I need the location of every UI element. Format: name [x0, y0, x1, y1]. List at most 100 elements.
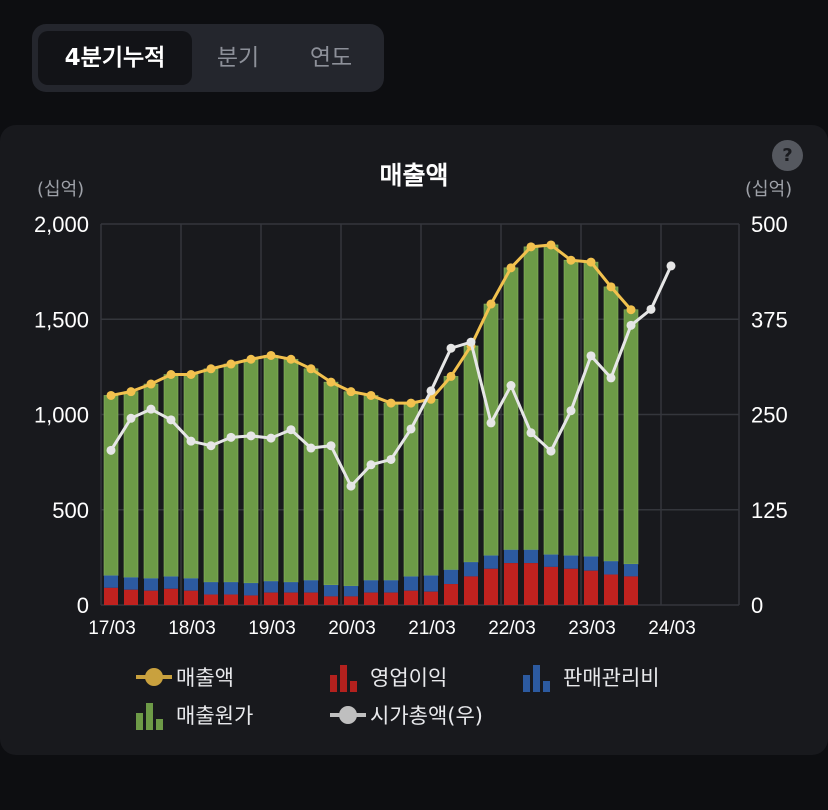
bar-cogs — [263, 355, 279, 582]
bar-chart-icon — [330, 661, 366, 693]
legend-label: 판매관리비 — [563, 666, 660, 690]
bar-cogs — [303, 368, 319, 581]
bar-operating-profit — [604, 574, 618, 605]
market-cap-point — [426, 386, 436, 396]
chart-title: 매출액 — [379, 161, 449, 190]
bar-operating-profit — [124, 589, 138, 605]
revenue-point — [286, 354, 296, 364]
revenue-point — [506, 263, 516, 273]
bar-sga — [284, 582, 298, 593]
bar-sga — [104, 575, 118, 588]
bar-operating-profit — [544, 566, 558, 605]
tab-quarter[interactable]: 분기 — [216, 45, 260, 71]
market-cap-point — [486, 418, 496, 428]
market-cap-point — [366, 460, 376, 470]
bar-operating-profit — [444, 584, 458, 605]
market-cap-point — [106, 445, 116, 455]
tab-4q-cumulative[interactable]: 4분기누적 — [38, 31, 192, 85]
market-cap-point — [346, 481, 356, 491]
market-cap-point — [666, 261, 676, 271]
bar-operating-profit — [624, 576, 638, 605]
bar-chart-icon — [136, 699, 172, 731]
market-cap-point — [406, 424, 416, 434]
x-tick-label: 18/03 — [168, 618, 216, 639]
legend-cogs[interactable]: 매출원가 — [136, 699, 253, 731]
bar-operating-profit — [564, 568, 578, 605]
bar-operating-profit — [304, 592, 318, 605]
bar-sga — [164, 576, 178, 589]
bar-chart-icon — [523, 661, 559, 693]
bar-operating-profit — [504, 563, 518, 605]
y-tick-left: 500 — [52, 498, 89, 523]
revenue-point — [406, 398, 416, 408]
bar-sga — [264, 581, 278, 593]
y-tick-left: 2,000 — [34, 212, 89, 237]
revenue-point — [246, 354, 256, 364]
market-cap-point — [226, 432, 236, 442]
bar-sga — [384, 580, 398, 593]
x-tick-label: 20/03 — [328, 618, 376, 639]
bar-sga — [604, 561, 618, 575]
bar-sga — [204, 582, 218, 595]
bar-sga — [484, 555, 498, 569]
legend-operating-profit[interactable]: 영업이익 — [330, 661, 447, 693]
line-dot-icon — [330, 699, 366, 731]
bar-sga — [424, 575, 438, 592]
y-tick-right: 375 — [751, 307, 788, 332]
bar-operating-profit — [284, 592, 298, 605]
bar-sga — [184, 578, 198, 591]
x-tick-label: 17/03 — [88, 618, 136, 639]
y-tick-left: 1,000 — [34, 403, 89, 428]
market-cap-point — [146, 404, 156, 414]
market-cap-point — [546, 446, 556, 456]
bar-operating-profit — [224, 594, 238, 605]
tab-year[interactable]: 연도 — [309, 45, 353, 71]
market-cap-point — [466, 337, 476, 347]
market-cap-point — [586, 351, 596, 361]
legend-label: 시가총액(우) — [370, 704, 483, 728]
right-axis-unit: (십억) — [745, 179, 793, 200]
market-cap-point — [446, 343, 456, 353]
bar-cogs — [483, 303, 499, 556]
legend-market-cap[interactable]: 시가총액(우) — [330, 699, 483, 731]
y-tick-left: 0 — [77, 593, 89, 618]
bar-operating-profit — [424, 591, 438, 605]
revenue-point — [386, 398, 396, 408]
bar-operating-profit — [344, 596, 358, 605]
bar-sga — [404, 576, 418, 591]
market-cap-point — [386, 454, 396, 464]
market-cap-point — [506, 381, 516, 391]
bar-sga — [524, 549, 538, 564]
bar-cogs — [203, 368, 219, 583]
revenue-point — [266, 350, 276, 360]
revenue-point — [586, 257, 596, 267]
bar-cogs — [323, 381, 339, 586]
y-tick-left: 1,500 — [34, 307, 89, 332]
x-tick-label: 23/03 — [568, 618, 616, 639]
bar-operating-profit — [324, 596, 338, 605]
x-tick-label: 24/03 — [648, 618, 696, 639]
bar-sga — [144, 578, 158, 591]
bar-sga — [564, 555, 578, 569]
revenue-point — [566, 255, 576, 265]
bar-operating-profit — [144, 590, 158, 605]
revenue-point — [486, 299, 496, 309]
market-cap-point — [126, 413, 136, 423]
legend-revenue[interactable]: 매출액 — [136, 661, 234, 693]
revenue-point — [146, 379, 156, 389]
bar-sga — [364, 580, 378, 593]
bar-cogs — [183, 374, 199, 579]
legend-sga[interactable]: 판매관리비 — [523, 661, 660, 693]
bar-sga — [324, 584, 338, 597]
revenue-point — [326, 377, 336, 387]
bar-operating-profit — [264, 592, 278, 605]
bar-sga — [464, 562, 478, 577]
x-tick-label: 19/03 — [248, 618, 296, 639]
bar-operating-profit — [484, 568, 498, 605]
revenue-point — [166, 369, 176, 379]
bar-operating-profit — [584, 570, 598, 605]
bar-operating-profit — [524, 563, 538, 605]
revenue-point — [306, 364, 316, 374]
help-icon[interactable]: ? — [772, 140, 803, 171]
